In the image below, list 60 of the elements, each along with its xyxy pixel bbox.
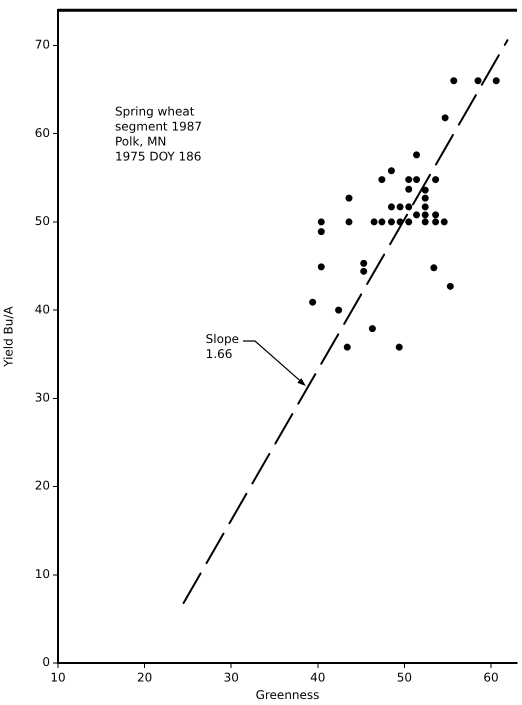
y-tick-label: 50 [34, 214, 50, 228]
point [396, 344, 403, 351]
point [309, 298, 316, 306]
y-tick-label: 60 [34, 126, 50, 140]
point [492, 77, 500, 84]
y-tick-label: 30 [34, 390, 50, 404]
point [378, 176, 386, 184]
x-tick-label: 10 [50, 670, 66, 684]
point [396, 203, 404, 210]
point [432, 218, 440, 226]
point [446, 282, 454, 290]
point [422, 211, 429, 218]
x-tick-label: 30 [224, 670, 239, 684]
point [422, 203, 429, 210]
point [413, 211, 420, 218]
point [442, 114, 449, 122]
point [345, 218, 352, 226]
point [368, 325, 376, 332]
point [405, 203, 412, 210]
point [370, 218, 378, 226]
annotation: Slope 1.66 [206, 332, 239, 362]
y-tick-label: 10 [34, 566, 50, 581]
x-axis-title: Greenness [256, 688, 320, 702]
point [318, 228, 325, 236]
point [378, 218, 386, 226]
x-tick-label: 60 [483, 670, 499, 684]
y-tick-label: 0 [42, 655, 50, 670]
point [344, 344, 351, 351]
annotation: Spring wheat segment 1987 Polk, MN 1975 DOY 186 [115, 104, 202, 164]
x-tick-label: 50 [396, 670, 412, 684]
point [422, 218, 429, 226]
point [413, 151, 420, 158]
point [396, 218, 404, 226]
point [388, 167, 395, 174]
x-tick-label: 40 [310, 670, 326, 684]
y-tick-label: 20 [34, 478, 50, 493]
point [450, 77, 458, 84]
point [474, 77, 482, 84]
point [318, 218, 325, 226]
y-tick-label: 40 [34, 302, 50, 316]
point [318, 263, 325, 270]
y-axis-title: Yield Bu/A [1, 306, 16, 368]
point [413, 176, 420, 184]
point [405, 176, 412, 184]
x-tick-label: 20 [136, 670, 152, 684]
point [430, 264, 438, 272]
point [388, 203, 395, 210]
point [405, 186, 412, 193]
point [360, 260, 368, 267]
point [422, 186, 429, 194]
point [345, 194, 352, 202]
point [335, 306, 342, 314]
point [422, 194, 429, 202]
point [360, 268, 368, 275]
y-tick-label: 70 [34, 38, 50, 52]
point [440, 218, 448, 226]
point [388, 218, 395, 226]
point [432, 211, 440, 218]
point [432, 176, 440, 184]
point [405, 218, 412, 226]
